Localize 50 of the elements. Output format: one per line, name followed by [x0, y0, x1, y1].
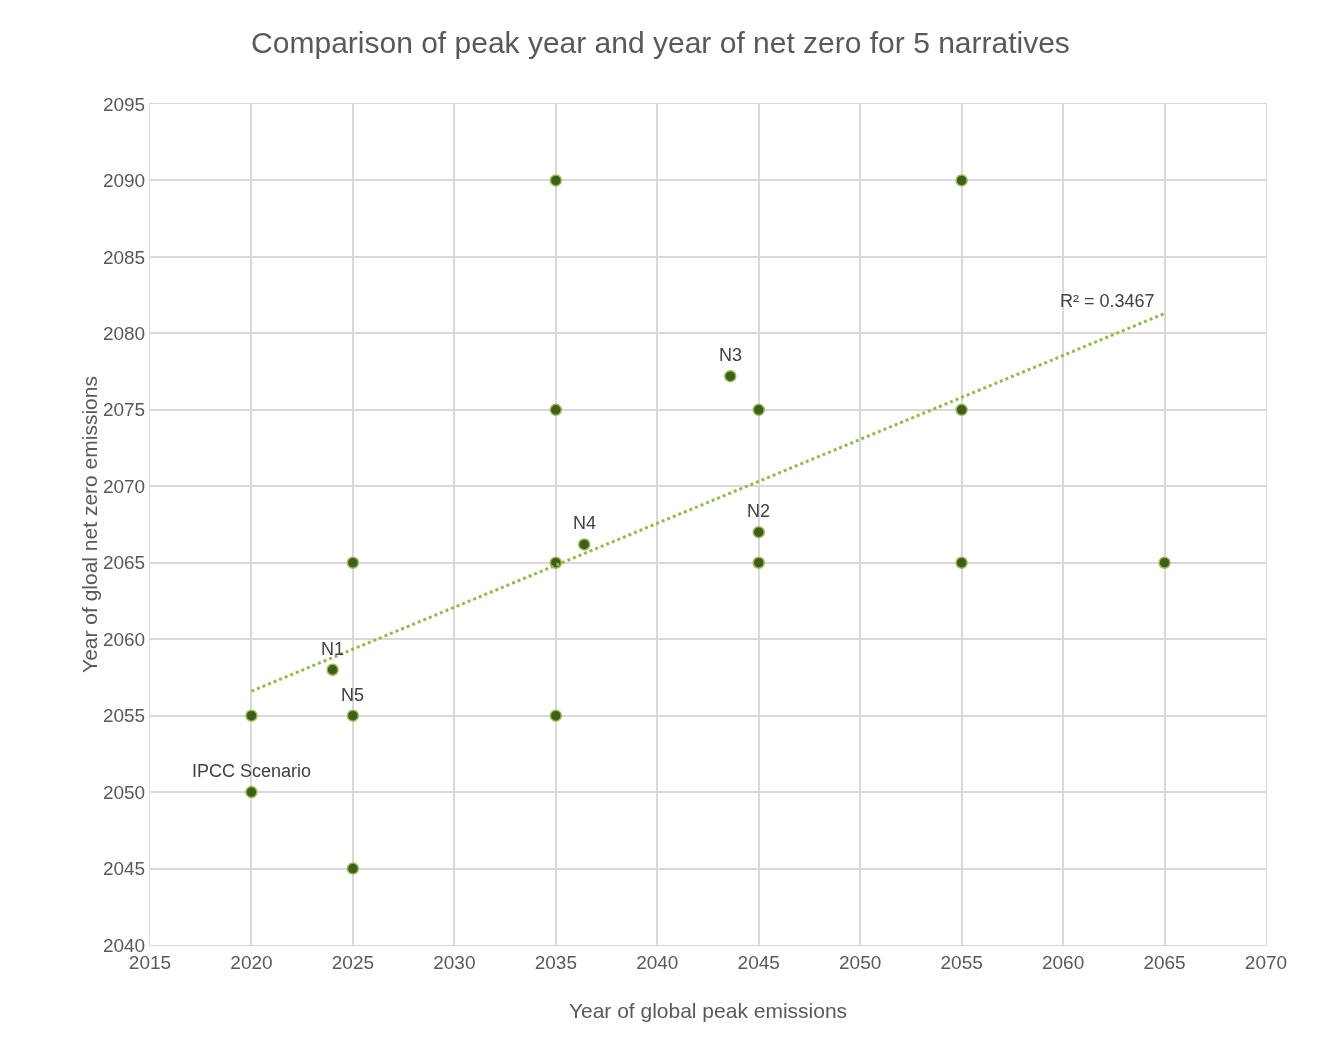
y-tick-label: 2055 [102, 705, 146, 727]
y-tick-label: 2095 [102, 93, 146, 115]
annotation: IPCC Scenario [192, 761, 312, 781]
point [346, 862, 360, 875]
point [752, 403, 765, 417]
y-tick-label: 2060 [102, 628, 146, 650]
x-tick-label: 2060 [1041, 951, 1085, 973]
annotation: N5 [341, 685, 365, 705]
point [346, 556, 360, 569]
chart-title: Comparison of peak year and year of net zero for 5 narratives [251, 25, 1070, 59]
point [577, 538, 591, 551]
point [955, 403, 968, 417]
x-tick-label: 2050 [839, 951, 882, 973]
point [326, 663, 339, 677]
x-tick-label: 2045 [737, 951, 780, 973]
point [549, 174, 563, 187]
point [245, 709, 258, 722]
annotation: N4 [573, 513, 597, 533]
x-tick-label: 2035 [534, 951, 577, 973]
x-tick-label: 2030 [433, 951, 476, 973]
y-tick-label: 2050 [102, 781, 146, 803]
y-tick-label: 2090 [102, 170, 146, 192]
annotation: N3 [719, 345, 743, 365]
x-tick-label: 2025 [331, 951, 375, 973]
annotation: R² = 0.3467 [1060, 291, 1155, 311]
y-tick-label: 2065 [102, 552, 146, 574]
point [549, 709, 563, 722]
point [752, 525, 765, 539]
point [724, 369, 737, 383]
point [1158, 556, 1171, 569]
point [549, 403, 563, 417]
point [245, 785, 258, 799]
x-tick-label: 2040 [636, 951, 679, 973]
point [955, 174, 968, 187]
y-tick-label: 2045 [102, 858, 146, 880]
x-tick-label: 2070 [1244, 951, 1288, 973]
x-tick-label: 2020 [230, 951, 273, 973]
point [346, 709, 360, 722]
x-axis-title: Year of global peak emissions [568, 999, 848, 1022]
x-tick-label: 2055 [940, 951, 983, 973]
x-tick-label: 2065 [1143, 951, 1186, 973]
y-tick-label: 2085 [102, 246, 146, 268]
point [955, 556, 968, 569]
point [752, 556, 765, 569]
y-tick-label: 2080 [102, 323, 146, 345]
annotation: N2 [747, 501, 771, 521]
annotation: N1 [321, 639, 345, 659]
y-tick-label: 2070 [102, 475, 146, 497]
y-tick-label: 2075 [102, 399, 146, 421]
y-axis-title: Year of gloal net zero emissions [77, 376, 101, 673]
